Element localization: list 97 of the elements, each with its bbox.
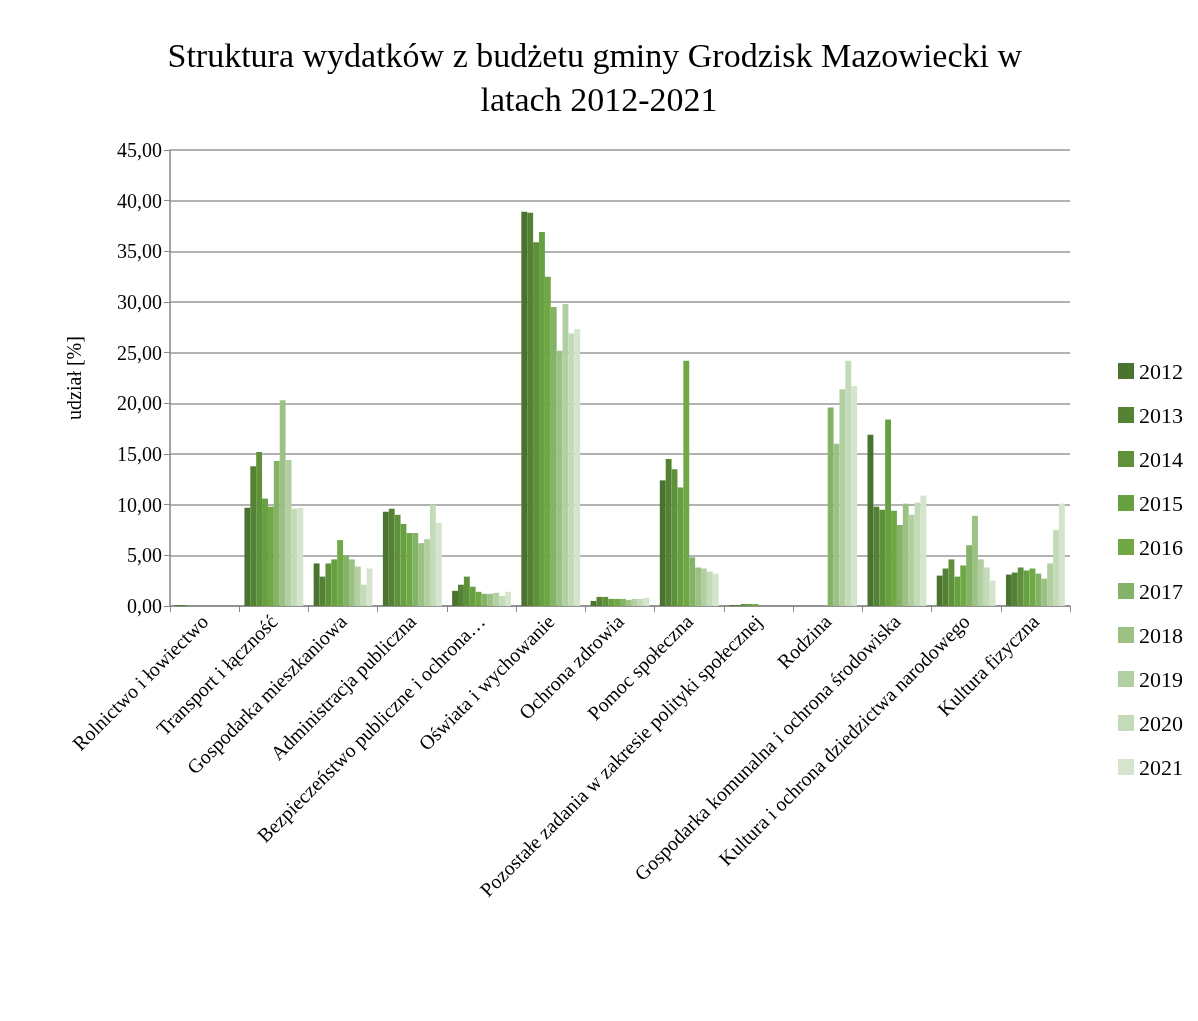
bar (533, 242, 539, 606)
bar (1053, 530, 1059, 606)
bar (983, 567, 990, 606)
bar (452, 590, 458, 606)
bar (827, 407, 834, 606)
bar (1017, 567, 1024, 606)
bar (706, 571, 713, 606)
bar (424, 539, 430, 606)
chart-title: Struktura wydatków z budżetu gminy Grodzisk Mazowiecki w latach 2012-2021 (167, 36, 1031, 118)
bar (521, 211, 528, 606)
bar (394, 514, 401, 606)
bar (297, 507, 304, 606)
y-tick-label: 45,00 (117, 139, 162, 161)
bar (1011, 572, 1018, 606)
bar (279, 400, 286, 606)
bar (1047, 563, 1054, 606)
bar (701, 568, 707, 606)
bar (574, 329, 581, 606)
legend-label: 2018 (1139, 622, 1183, 648)
legend-label: 2017 (1139, 578, 1183, 604)
bar (493, 592, 500, 606)
bar (568, 333, 575, 606)
bar (989, 580, 996, 606)
bar (972, 515, 978, 606)
bar (550, 307, 557, 606)
legend-label: 2016 (1139, 534, 1183, 560)
legend-label: 2014 (1139, 446, 1183, 472)
bar (845, 360, 852, 606)
bar (740, 603, 747, 606)
bar (556, 350, 563, 606)
y-tick-label: 0,00 (127, 595, 162, 617)
bar (412, 533, 419, 606)
bar (1005, 574, 1012, 606)
bar (902, 503, 909, 606)
bar (712, 573, 719, 606)
bar (313, 563, 320, 606)
bar (665, 459, 672, 606)
bar (689, 557, 696, 606)
bar (527, 212, 534, 606)
y-tick-label: 15,00 (117, 443, 162, 465)
bar (942, 568, 949, 606)
bar (637, 598, 644, 606)
bar (499, 595, 506, 606)
bar (596, 596, 603, 606)
bar (285, 460, 292, 606)
bar (631, 598, 638, 606)
legend-label: 2013 (1139, 402, 1183, 428)
bar (244, 507, 251, 606)
y-tick-label: 10,00 (117, 493, 162, 516)
bar (366, 568, 373, 606)
bar (256, 451, 263, 606)
bar (908, 514, 915, 606)
bar (418, 543, 425, 606)
bar (896, 524, 903, 606)
bar (936, 575, 943, 606)
bar (487, 593, 494, 606)
legend-label: 2019 (1139, 666, 1183, 692)
bar (602, 596, 609, 606)
y-tick-label: 35,00 (117, 240, 162, 263)
legend-label: 2015 (1139, 490, 1183, 516)
y-tick-label: 40,00 (117, 189, 162, 212)
bar (695, 567, 701, 606)
y-tick-label: 5,00 (127, 544, 162, 567)
bar (463, 576, 470, 606)
bar (977, 559, 984, 606)
bar (1035, 573, 1042, 606)
bar (1058, 503, 1065, 606)
bar (429, 504, 436, 606)
bar (360, 584, 367, 606)
y-tick-label: 20,00 (117, 392, 162, 415)
bar (250, 466, 257, 606)
bar (388, 508, 395, 606)
bar (873, 506, 880, 606)
bar (620, 598, 626, 606)
bar (625, 599, 632, 606)
bar (343, 555, 349, 606)
bar (382, 511, 389, 606)
bar (1041, 578, 1048, 606)
y-tick-label: 25,00 (117, 341, 162, 364)
bar (879, 509, 886, 606)
y-tick-label: 30,00 (117, 291, 162, 313)
bar (354, 566, 361, 606)
bar (458, 584, 464, 606)
bar (505, 591, 511, 606)
bar (325, 563, 332, 606)
bar (348, 559, 355, 606)
bar (839, 389, 846, 606)
bar (659, 480, 666, 606)
bar (920, 495, 927, 606)
bar (966, 545, 973, 606)
bar (273, 461, 280, 606)
y-axis-title: udział [%] (63, 336, 85, 420)
bar (435, 522, 442, 606)
legend-label: 2021 (1139, 754, 1183, 780)
legend-label: 2012 (1139, 358, 1183, 384)
legend-label: 2020 (1139, 710, 1183, 736)
bar (851, 386, 858, 606)
